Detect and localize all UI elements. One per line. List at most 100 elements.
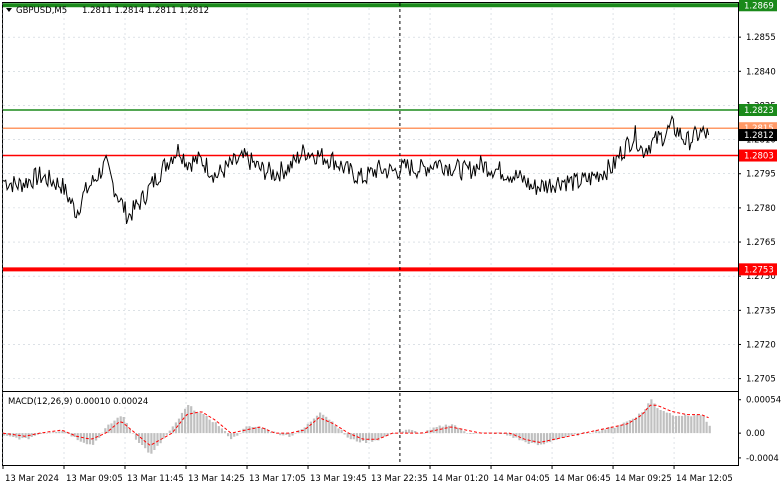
macd-bar [454,425,457,434]
macd-bar [291,433,294,436]
macd-bar [635,417,638,434]
macd-bar [487,432,490,434]
macd-bar [549,433,552,443]
macd-bar [193,410,196,434]
level-tag-label: 1.2869 [744,1,774,11]
macd-bar [349,433,352,440]
macd-bar [656,408,659,434]
macd-bar [315,415,319,434]
macd-bar [589,433,592,434]
y-tick-label: 1.2765 [746,238,776,248]
level-tag-bg [739,0,777,12]
macd-bar [211,422,214,434]
y-tick-label: 1.2705 [746,375,776,385]
macd-bar [539,433,543,445]
macd-bar [27,433,30,440]
macd-bar [331,421,334,434]
macd-bar [460,428,463,434]
level-tag-label: 1.2823 [744,106,774,116]
macd-bar [481,432,484,434]
x-tick-label: 13 Mar 2024 [5,474,59,484]
macd-bar [417,433,420,434]
symbol-label[interactable]: GBPUSD,M5 [16,6,67,16]
level-tag-bg [739,122,777,135]
x-tick-label: 13 Mar 09:05 [66,474,123,484]
macd-bar [30,433,33,437]
macd-bar [475,433,478,434]
macd-bar [662,411,665,434]
macd-bar [303,427,306,434]
level-tag-label: 1.2812 [744,131,774,141]
macd-bar [205,415,208,434]
macd-bar [220,428,223,434]
macd-bar [165,433,168,435]
macd-bar [187,405,190,434]
macd-bar [644,409,647,434]
macd-bar [398,431,401,434]
macd-bar [9,433,12,437]
macd-bar [377,433,380,441]
macd-bar [441,426,444,434]
macd-bar [233,433,236,437]
macd-bar [45,432,49,434]
macd-bar [171,426,174,434]
macd-bar [64,431,67,434]
macd-bar [288,433,291,437]
macd-bar [122,417,125,434]
macd-bar [119,416,122,434]
macd-bar [625,421,628,434]
macd-bar [472,433,475,434]
macd-bar [337,428,340,434]
macd-bar [512,433,515,438]
macd-bar [98,433,101,438]
macd-tick-label: -0.0004 [746,454,779,464]
macd-bar [110,423,113,434]
macd-bar [168,430,171,434]
macd-bar [708,425,711,434]
macd-bar [619,424,622,434]
macd-bar [671,415,674,434]
macd-bar [490,432,493,434]
x-tick-label: 13 Mar 19:45 [310,474,367,484]
macd-bar [21,433,24,439]
macd-bar [52,432,55,434]
macd-bar [552,433,555,441]
macd-bar [236,433,239,436]
macd-bar [309,421,312,434]
x-tick-label: 14 Mar 09:25 [615,474,672,484]
macd-bar [67,433,70,434]
macd-bar [230,433,233,440]
macd-bar [496,432,500,434]
macd-bar [469,433,472,434]
symbol-dropdown-icon[interactable] [6,8,12,12]
level-tag-bg [739,103,777,116]
macd-bar [88,433,92,445]
macd-bar [153,433,156,450]
macd-bar [408,429,411,434]
macd-bar [312,418,316,434]
macd-bar [466,433,469,434]
x-tick-label: 13 Mar 14:25 [188,474,245,484]
macd-bar [58,431,61,434]
macd-bar [383,433,386,437]
macd-bar [3,433,6,436]
macd-bar [177,418,181,434]
macd-title: MACD(12,26,9) 0.00010 0.00024 [8,397,148,407]
macd-bar [579,433,582,434]
macd-bar [564,433,567,438]
macd-bar [438,425,441,434]
macd-bar [573,433,576,435]
macd-bar [70,433,73,437]
macd-bar [524,433,527,443]
macd-bar [214,422,217,434]
macd-bar [245,426,248,434]
macd-bar [82,433,85,443]
macd-bar [371,433,374,442]
macd-bar [432,427,435,434]
macd-bar [138,433,141,443]
macd-bar [346,433,349,438]
y-tick-label: 1.2855 [746,33,776,43]
macd-bar [702,415,705,434]
macd-bar [306,423,309,434]
